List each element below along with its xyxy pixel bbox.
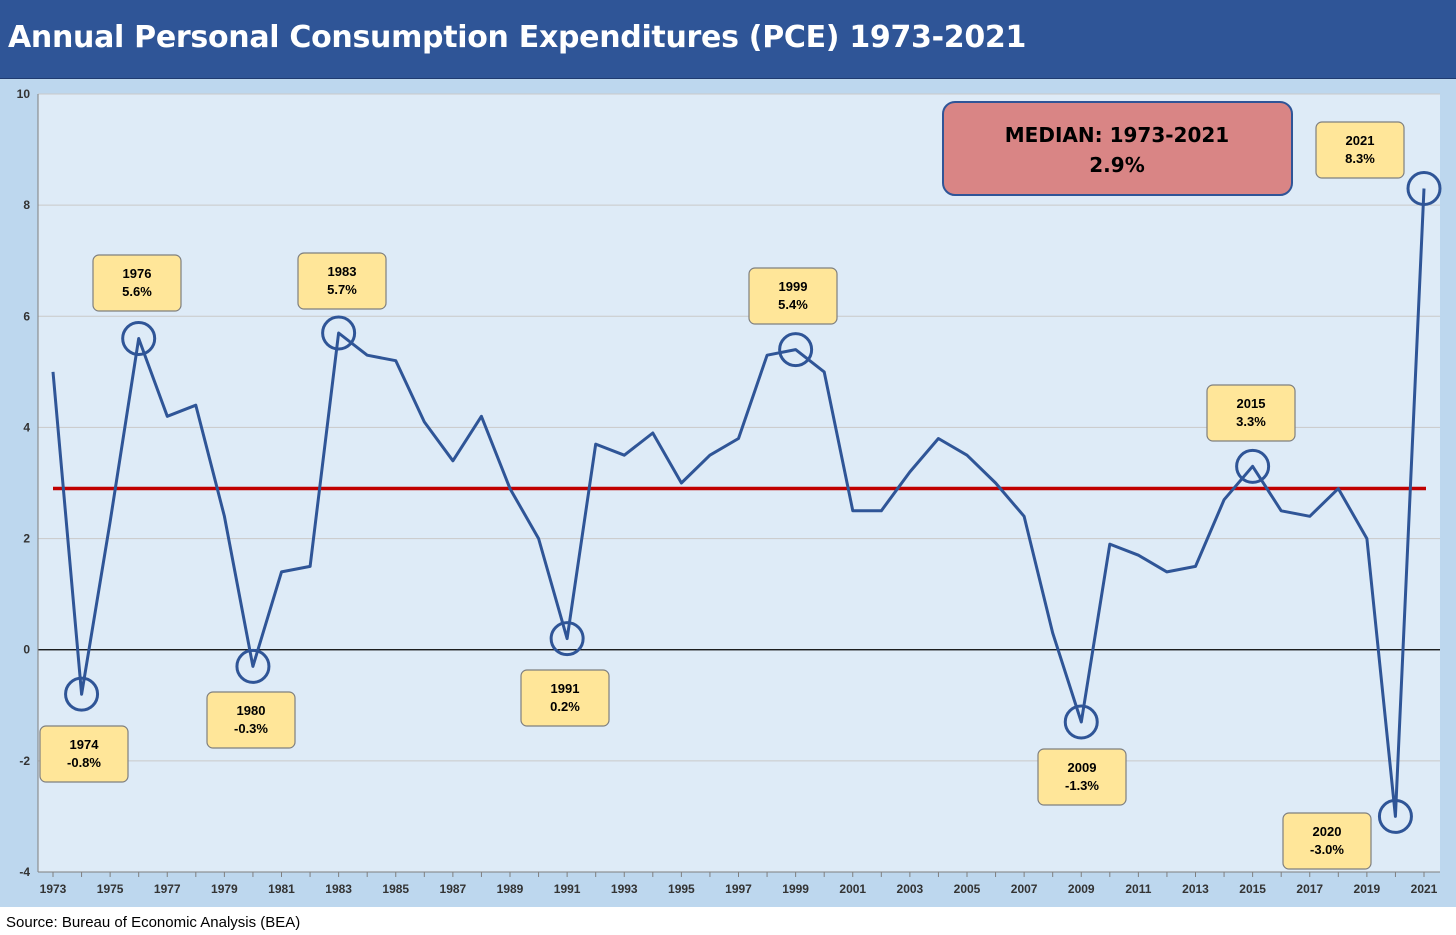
callout-year: 2021: [1346, 133, 1375, 148]
callout-1983: 1983 5.7%: [297, 252, 387, 310]
callout-year: 1976: [123, 266, 152, 281]
median-box-rect: [942, 101, 1293, 196]
callout-box: [1206, 384, 1296, 442]
callout-year: 1974: [70, 737, 100, 752]
highlight-circle-1980: [235, 648, 271, 684]
callout-year: 2015: [1237, 396, 1266, 411]
callout-box: [1282, 812, 1372, 870]
callout-year: 2020: [1313, 824, 1342, 839]
highlight-circle-1974: [64, 676, 100, 712]
x-tick-label: 2013: [1182, 882, 1209, 896]
callout-value: -3.0%: [1310, 842, 1344, 857]
y-tick-label: 8: [23, 198, 30, 212]
y-tick-label: 6: [23, 309, 30, 323]
callout-1976: 1976 5.6%: [92, 254, 182, 312]
x-tick-label: 2011: [1125, 882, 1151, 896]
x-tick-label: 1985: [382, 882, 409, 896]
highlight-circle-2009: [1063, 704, 1099, 740]
callout-value: -0.3%: [234, 721, 268, 736]
callout-1999: 1999 5.4%: [748, 267, 838, 325]
highlight-circle-1991: [549, 621, 585, 657]
callout-box: [520, 669, 610, 727]
highlight-circle-2015: [1235, 448, 1271, 484]
callout-1991: 1991 0.2%: [520, 669, 610, 727]
y-tick-label: 4: [23, 420, 30, 434]
callout-year: 1983: [328, 264, 357, 279]
y-tick-label: -2: [19, 754, 30, 768]
x-tick-label: 1999: [782, 882, 809, 896]
x-tick-label: 2001: [839, 882, 866, 896]
x-tick-label: 2007: [1011, 882, 1038, 896]
callout-1980: 1980 -0.3%: [206, 691, 296, 749]
callout-value: -0.8%: [67, 755, 101, 770]
callout-2015: 2015 3.3%: [1206, 384, 1296, 442]
y-tick-label: 0: [23, 643, 30, 657]
x-tick-label: 2009: [1068, 882, 1095, 896]
source-note: Source: Bureau of Economic Analysis (BEA…: [6, 914, 301, 931]
callout-year: 2009: [1068, 760, 1097, 775]
x-tick-label: 1981: [268, 882, 295, 896]
highlight-circle-2020: [1377, 798, 1413, 834]
callout-value: -1.3%: [1065, 778, 1099, 793]
x-tick-label: 1983: [325, 882, 352, 896]
callout-value: 5.6%: [122, 284, 152, 299]
callout-box: [39, 725, 129, 783]
plot-area: [38, 94, 1440, 872]
highlight-circle-1999: [778, 332, 814, 368]
callout-value: 5.7%: [327, 282, 357, 297]
callout-value: 8.3%: [1345, 151, 1375, 166]
y-tick-label: -4: [19, 865, 30, 879]
callout-2021: 2021 8.3%: [1315, 121, 1405, 179]
callout-2009: 2009 -1.3%: [1037, 748, 1127, 806]
callout-2020: 2020 -3.0%: [1282, 812, 1372, 870]
series-layer: [51, 188, 1426, 818]
callout-value: 5.4%: [778, 297, 808, 312]
x-tick-label: 1979: [211, 882, 238, 896]
highlight-circle-1976: [121, 321, 157, 357]
callout-value: 3.3%: [1236, 414, 1266, 429]
x-tick-label: 1993: [611, 882, 638, 896]
title-bar: Annual Personal Consumption Expenditures…: [0, 0, 1456, 79]
callout-box: [1037, 748, 1127, 806]
highlight-circle-2021: [1406, 170, 1442, 206]
median-callout: MEDIAN: 1973-2021 2.9%: [942, 101, 1293, 196]
pce-series-line: [51, 188, 1426, 818]
callout-year: 1980: [237, 703, 266, 718]
x-tick-label: 1987: [440, 882, 467, 896]
callout-1974: 1974 -0.8%: [39, 725, 129, 783]
callout-box: [92, 254, 182, 312]
callout-box: [206, 691, 296, 749]
y-tick-label: 10: [17, 87, 31, 101]
grid-lines: [38, 93, 1440, 762]
x-tick-label: 2019: [1354, 882, 1381, 896]
x-tick-label: 1997: [725, 882, 752, 896]
highlight-circles: [64, 170, 1442, 834]
axes: -4 -2 0 2 4 6 8 10 1973 1975 1977 1979 1981 1983 1985 1…: [17, 87, 1440, 896]
callout-year: 1991: [551, 681, 580, 696]
x-tick-label: 2017: [1296, 882, 1323, 896]
x-tick-label: 1991: [554, 882, 581, 896]
x-tick-label: 1989: [497, 882, 524, 896]
pce-line-chart: -4 -2 0 2 4 6 8 10 1973 1975 1977 1979 1981 1983 1985 1…: [17, 87, 1442, 896]
callout-box: [748, 267, 838, 325]
median-value: 2.9%: [1089, 153, 1144, 177]
callouts: 1974 -0.8% 1976 5.6% 1980 -0.3% 1983 5.7% 1991 0.…: [39, 121, 1405, 870]
y-tick-label: 2: [23, 532, 30, 546]
x-tick-label: 2003: [897, 882, 924, 896]
x-tick-label: 1975: [97, 882, 124, 896]
highlight-circle-1983: [321, 315, 357, 351]
x-tick-label: 1995: [668, 882, 695, 896]
chart-title: Annual Personal Consumption Expenditures…: [8, 20, 1027, 55]
x-tick-label: 2021: [1411, 882, 1438, 896]
median-box: MEDIAN: 1973-2021 2.9%: [942, 101, 1293, 196]
callout-year: 1999: [779, 279, 808, 294]
x-tick-label: 2015: [1239, 882, 1266, 896]
x-tick-label: 2005: [954, 882, 981, 896]
x-tick-label: 1977: [154, 882, 181, 896]
median-label: MEDIAN: 1973-2021: [1005, 123, 1229, 147]
x-tick-label: 1973: [40, 882, 67, 896]
callout-value: 0.2%: [550, 699, 580, 714]
callout-box: [1315, 121, 1405, 179]
callout-box: [297, 252, 387, 310]
